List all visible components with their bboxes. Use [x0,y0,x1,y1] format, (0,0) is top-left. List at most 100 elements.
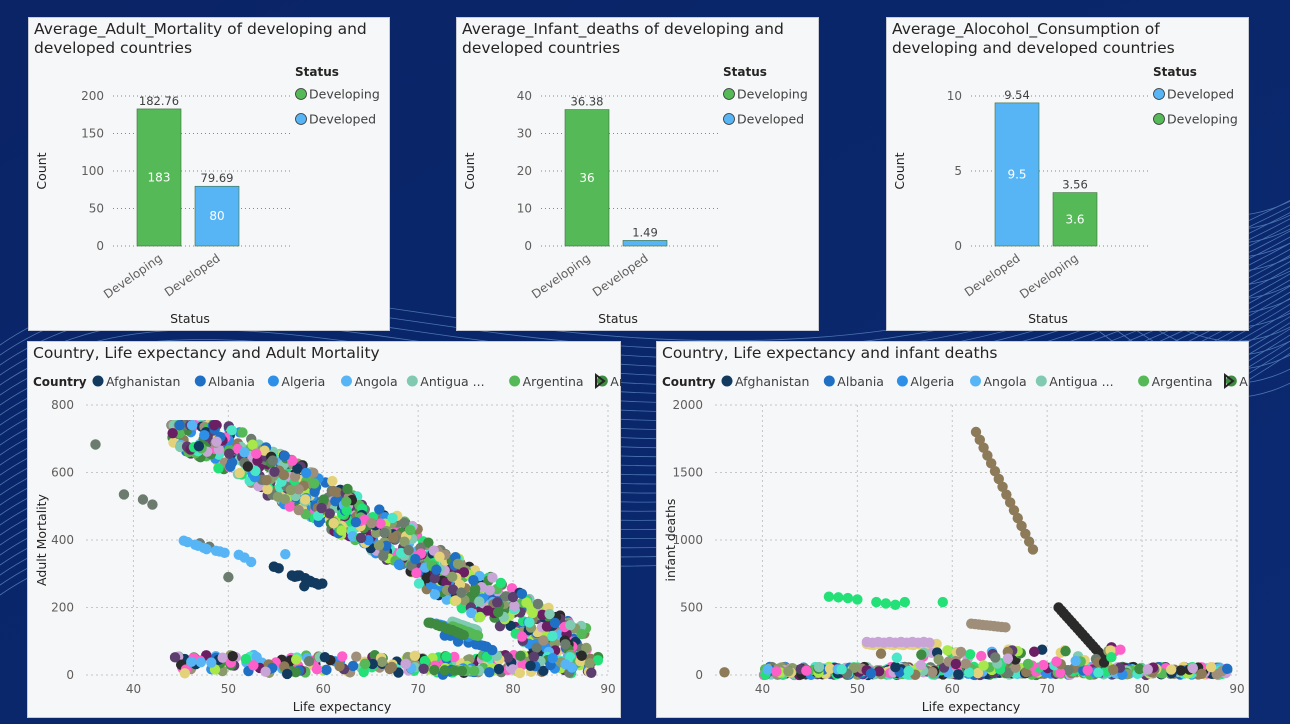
scatter-point [848,662,860,674]
bar-data-label: 9.54 [1004,88,1030,102]
x-tick-label: 60 [316,682,331,696]
scatter-point[interactable] [423,617,434,628]
legend-label[interactable]: Armenia [610,374,622,389]
scatter-point [318,494,329,505]
legend-label[interactable]: Angola [355,374,398,389]
bar[interactable] [136,108,182,247]
scatter-point [351,651,362,662]
legend-marker[interactable] [896,375,908,387]
scatter-point [224,448,235,459]
scatter-point[interactable] [268,561,280,572]
x-axis-title: Life expectancy [922,699,1021,714]
legend-marker[interactable] [295,88,307,100]
bar[interactable] [194,185,240,247]
legend-label[interactable]: Algeria [281,374,325,389]
legend-label[interactable]: Afghanistan [735,374,809,389]
scatter-point [293,484,304,495]
scatter-point [300,467,312,479]
bar-inner-label: 183 [148,170,171,184]
legend-label[interactable]: Angola [984,374,1027,389]
scatter-point[interactable] [429,664,440,676]
legend-marker[interactable] [1153,113,1165,125]
legend-marker[interactable] [823,375,835,387]
scatter-point[interactable] [468,665,480,677]
scatter-point [259,445,270,456]
scatter-point[interactable] [178,535,189,546]
legend-marker[interactable] [721,375,733,387]
legend-next-arrow-icon[interactable] [1224,373,1235,389]
legend-label[interactable]: Developed [1167,87,1234,102]
legend-label[interactable]: Argentina [1152,374,1213,389]
legend-label[interactable]: Antigua ... [1049,374,1113,389]
scatter-point[interactable] [210,545,222,556]
scatter-point[interactable] [206,657,217,668]
legend-label[interactable]: Afghanistan [106,374,180,389]
scatter-point [1020,528,1031,539]
bar-inner-label: 3.6 [1065,212,1084,226]
legend-marker[interactable] [194,375,206,387]
legend-marker[interactable] [406,375,418,387]
scatter-point [506,583,518,594]
legend-label[interactable]: Developing [309,87,380,102]
y-tick-label: 150 [81,127,104,141]
scatter-point [576,650,587,661]
scatter-point[interactable] [449,665,460,676]
scatter-point [449,651,460,663]
scatter-point [982,450,993,461]
legend-marker[interactable] [341,375,352,387]
legend-marker[interactable] [723,88,735,100]
scatter-point[interactable] [484,667,495,678]
scatter-point [927,666,938,678]
legend-label[interactable]: Algeria [910,374,954,389]
scatter-point [924,637,935,648]
scatter-point [1106,652,1117,663]
scatter-point[interactable] [439,665,450,676]
scatter-point[interactable] [233,549,245,561]
legend-next-arrow-icon[interactable] [595,373,606,389]
legend-label[interactable]: Developing [1167,112,1238,127]
legend-label[interactable]: Argentina [523,374,584,389]
legend-marker[interactable] [1153,88,1165,100]
legend-marker[interactable] [295,113,307,125]
scatter-point [1134,663,1145,675]
scatter-point [350,516,362,528]
x-category-label: Developed [590,251,651,299]
scatter-point [997,481,1008,493]
legend-label[interactable]: Developed [737,112,804,127]
scatter-point [1038,659,1049,671]
scatter-point[interactable] [286,570,298,581]
scatter-point [538,665,549,677]
scatter-point[interactable] [456,665,468,677]
bar-data-label: 182.76 [139,94,179,108]
scatter-point [880,598,892,609]
legend-label[interactable]: Antigua ... [420,374,484,389]
scatter-point [186,420,198,431]
legend-label[interactable]: Albania [208,374,255,389]
legend-title: Status [723,65,767,79]
scatter-point [586,667,597,678]
legend-label[interactable]: Albania [837,374,884,389]
x-category-label: Developed [962,251,1023,299]
legend-marker[interactable] [1138,375,1150,387]
scatter-point[interactable] [195,656,207,668]
legend-marker[interactable] [509,375,521,387]
legend-label[interactable]: Developing [737,87,808,102]
legend-marker[interactable] [267,375,279,387]
bar[interactable] [994,102,1040,247]
legend-marker[interactable] [970,375,981,387]
legend-marker[interactable] [1035,375,1047,387]
scatter-point [279,450,290,462]
legend-label[interactable]: Armenia [1239,374,1250,389]
bar[interactable] [1052,192,1098,247]
scatter-point [423,537,434,548]
scatter-point[interactable] [282,668,293,680]
scatter-point [193,440,205,452]
scatter-point[interactable] [186,656,197,668]
bar-inner-label: 36 [579,171,594,185]
legend-marker[interactable] [92,375,104,387]
bar[interactable] [564,109,610,247]
bar[interactable] [622,240,668,247]
scatter-point[interactable] [280,548,291,560]
legend-marker[interactable] [723,113,735,125]
legend-label[interactable]: Developed [309,112,376,127]
